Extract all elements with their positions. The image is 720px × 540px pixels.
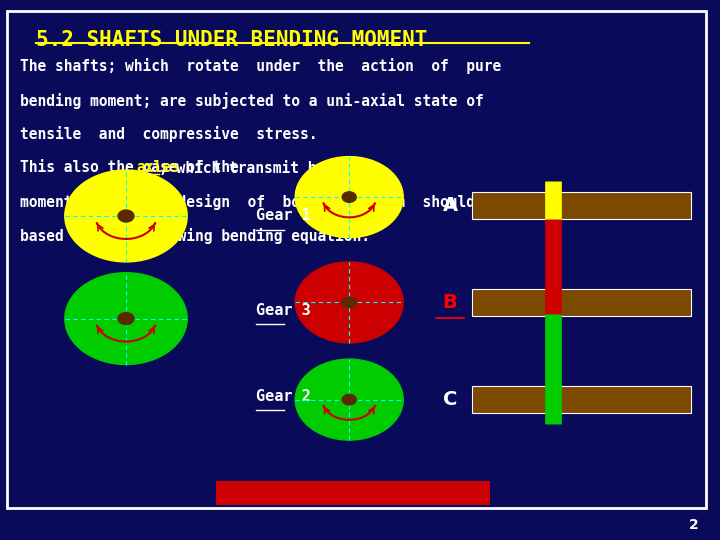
Text: The shafts; which  rotate  under  the  action  of  pure: The shafts; which rotate under the actio… (20, 58, 501, 74)
Circle shape (342, 394, 356, 405)
Text: C: C (443, 390, 457, 409)
Text: , which transmit bending: , which transmit bending (158, 160, 369, 176)
Text: Gear 1: Gear 1 (256, 208, 310, 224)
Text: This also the case of the: This also the case of the (20, 160, 248, 175)
Text: A: A (442, 195, 458, 215)
Circle shape (118, 313, 134, 325)
Circle shape (295, 359, 403, 440)
Text: Gear 2: Gear 2 (256, 389, 310, 404)
Circle shape (118, 210, 134, 222)
Circle shape (295, 262, 403, 343)
Circle shape (65, 273, 187, 364)
FancyBboxPatch shape (472, 289, 691, 316)
Text: 2: 2 (688, 518, 698, 532)
Circle shape (342, 297, 356, 308)
Text: moment only The   design  of  both  of  them  should  be: moment only The design of both of them s… (20, 194, 510, 210)
Circle shape (342, 192, 356, 202)
FancyBboxPatch shape (216, 481, 490, 505)
Text: Gear 3: Gear 3 (256, 303, 310, 318)
Text: B: B (443, 293, 457, 312)
Circle shape (295, 157, 403, 238)
Text: 5.2 SHAFTS UNDER BENDING MOMENT: 5.2 SHAFTS UNDER BENDING MOMENT (36, 30, 428, 50)
FancyBboxPatch shape (472, 192, 691, 219)
Text: Design- Gearbox- Animation: Design- Gearbox- Animation (254, 487, 451, 500)
Text: bending moment; are subjected to a uni-axial state of: bending moment; are subjected to a uni-a… (20, 92, 484, 109)
Text: tensile  and  compressive  stress.: tensile and compressive stress. (20, 126, 318, 142)
Text: based on the following bending equation:: based on the following bending equation: (20, 228, 370, 244)
Text: axles: axles (136, 160, 180, 175)
Circle shape (65, 170, 187, 262)
FancyBboxPatch shape (7, 11, 706, 508)
FancyBboxPatch shape (472, 386, 691, 413)
